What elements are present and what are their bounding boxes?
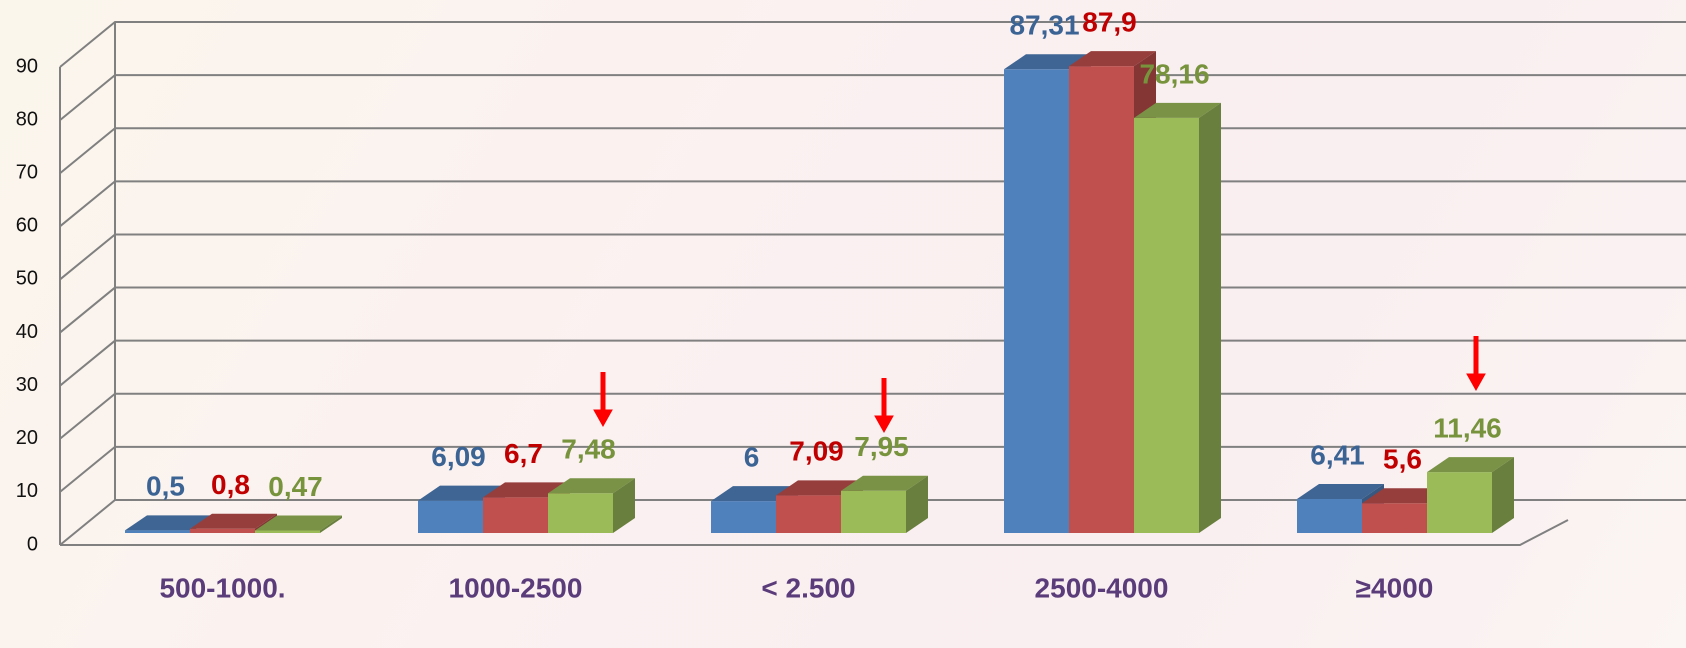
- bar-front: [1427, 472, 1492, 533]
- bar-front: [255, 530, 320, 533]
- grid-line: [59, 339, 1686, 387]
- bar-front: [418, 500, 483, 533]
- bar-front: [841, 490, 906, 533]
- grid-line: [59, 21, 1686, 68]
- value-label: 78,16: [1139, 58, 1209, 89]
- bar-top: [190, 513, 277, 529]
- x-tick-label: 1000-2500: [449, 572, 583, 603]
- value-label: 0,8: [211, 469, 250, 500]
- y-tick-label: 50: [16, 268, 38, 290]
- bar-front: [1004, 69, 1069, 533]
- grid-line: [59, 233, 1686, 281]
- value-label: 5,6: [1383, 444, 1422, 475]
- value-label: 0,47: [268, 471, 323, 502]
- bar-side: [1492, 457, 1514, 533]
- value-label: 6,7: [504, 438, 543, 469]
- bar-front: [776, 495, 841, 533]
- bar-front: [1069, 66, 1134, 534]
- bar-front: [125, 530, 190, 533]
- y-tick-label: 30: [16, 374, 38, 396]
- bar-side: [1199, 102, 1221, 534]
- bar-top: [418, 485, 505, 501]
- bar-front: [711, 501, 776, 533]
- value-label: 87,31: [1009, 10, 1079, 41]
- y-tick-label: 80: [16, 108, 38, 130]
- y-tick-label: 90: [16, 55, 38, 77]
- arrow-head: [593, 409, 613, 428]
- value-label: 87,9: [1082, 7, 1137, 38]
- grid-line: [59, 180, 1686, 228]
- y-tick-label: 10: [16, 480, 38, 502]
- annotation-arrows: [593, 336, 1486, 434]
- value-label: 7,09: [789, 436, 844, 467]
- grid-line: [59, 74, 1686, 121]
- grid-line: [59, 127, 1686, 174]
- bar-top: [841, 475, 928, 491]
- bar-front: [1362, 503, 1427, 533]
- y-tick-label: 20: [16, 427, 38, 449]
- x-tick-label: ≥4000: [1356, 572, 1434, 603]
- bar-side: [320, 515, 342, 533]
- value-label: 6,41: [1310, 439, 1365, 470]
- bar-side: [613, 478, 635, 533]
- bar-top: [1134, 102, 1221, 118]
- arrow-head: [874, 415, 894, 434]
- value-label: 11,46: [1433, 413, 1502, 444]
- value-label: 6,09: [431, 441, 486, 472]
- bar-front: [190, 528, 255, 533]
- x-tick-label: 500-1000.: [159, 572, 285, 603]
- bar-front: [483, 497, 548, 533]
- grid-line: [59, 286, 1686, 334]
- floor-edge: [60, 519, 1569, 546]
- bar-front: [548, 493, 613, 533]
- value-label: 7,48: [561, 434, 616, 465]
- bar-top: [1004, 54, 1091, 70]
- y-tick-label: 70: [16, 162, 38, 184]
- bar-top: [125, 515, 212, 531]
- y-tick-label: 0: [27, 533, 38, 555]
- value-label: 7,95: [854, 431, 909, 462]
- bar-front: [1297, 498, 1362, 533]
- bar-top: [1069, 51, 1156, 67]
- y-tick-label: 60: [16, 215, 38, 237]
- bar-top: [255, 515, 342, 531]
- y-tick-label: 40: [16, 321, 38, 343]
- bars: 500-1000. 0,5 0,8 0,47 1000-2500 6,09 6,7 7,48 <…: [125, 7, 1514, 603]
- bar-top: [548, 478, 635, 494]
- arrow-head: [1466, 373, 1486, 392]
- value-label: 0,5: [146, 471, 185, 502]
- bar-top: [1427, 457, 1514, 473]
- x-tick-label: < 2.500: [761, 572, 855, 603]
- bar-side: [906, 475, 928, 533]
- bar-front: [1134, 117, 1199, 534]
- x-tick-label: 2500-4000: [1035, 572, 1169, 603]
- bar-top: [1297, 483, 1384, 499]
- value-label: 6: [744, 442, 760, 473]
